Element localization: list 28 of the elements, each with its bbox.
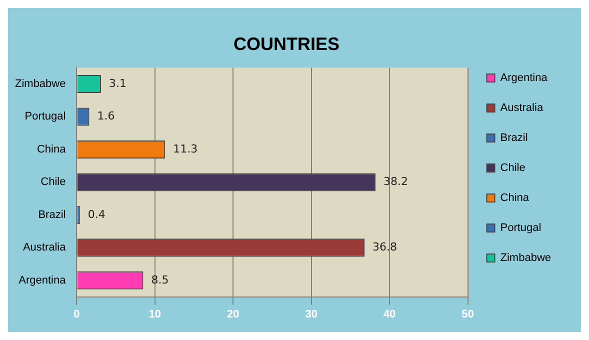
- x-tick-label: 10: [148, 308, 162, 320]
- y-tick-label: Brazil: [38, 208, 66, 221]
- y-tick-label: Argentina: [18, 274, 67, 286]
- data-label: 11.3: [173, 142, 198, 156]
- legend-label: Argentina: [500, 72, 548, 84]
- data-label: 0.4: [88, 208, 106, 221]
- y-tick-label: China: [36, 143, 67, 156]
- data-label: 8.5: [151, 273, 169, 286]
- y-tick-label: Zimbabwe: [14, 78, 66, 90]
- data-label: 1.6: [97, 110, 115, 123]
- y-tick-label: Chile: [40, 176, 66, 188]
- data-label: 38.2: [383, 175, 408, 188]
- legend-label: Australia: [500, 102, 544, 114]
- y-tick-label: Portugal: [24, 110, 66, 123]
- legend-label: Portugal: [500, 222, 542, 234]
- chart-title: COUNTRIES: [233, 34, 340, 54]
- x-tick-label: 50: [462, 308, 474, 320]
- legend-label: Zimbabwe: [500, 252, 552, 264]
- y-tick-label: Australia: [22, 242, 67, 254]
- x-tick-label: 30: [305, 308, 318, 320]
- x-tick-label: 40: [383, 308, 396, 320]
- data-label: 36.8: [372, 240, 398, 254]
- legend-label: Chile: [500, 162, 526, 174]
- x-tick-label: 20: [227, 308, 240, 320]
- legend-label: China: [500, 192, 530, 204]
- legend-label: Brazil: [500, 132, 528, 144]
- x-tick-label: 0: [74, 308, 80, 320]
- data-label: 3.1: [108, 76, 126, 90]
